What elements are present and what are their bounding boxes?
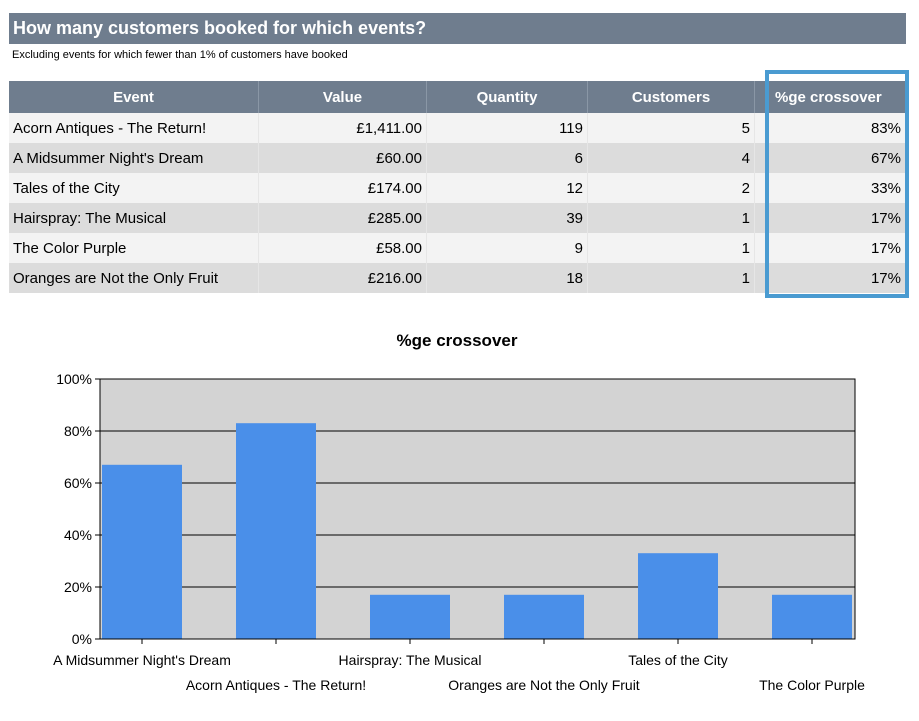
table-row: Tales of the City £174.00 12 2 33%	[9, 173, 906, 203]
x-tick-label: The Color Purple	[759, 677, 865, 693]
y-tick-label: 0%	[72, 631, 92, 647]
x-tick-label: Acorn Antiques - The Return!	[186, 677, 366, 693]
cell-crossover: 17%	[754, 263, 906, 293]
crossover-highlight	[765, 70, 909, 298]
crossover-chart: %ge crossover 0% 20% 40% 60% 80% 100% A Midsum…	[53, 331, 865, 693]
cell-quantity: 9	[426, 233, 588, 263]
table-row: A Midsummer Night's Dream £60.00 6 4 67%	[9, 143, 906, 173]
y-tick-label: 100%	[56, 371, 92, 387]
cell-customers: 2	[587, 173, 755, 203]
table-row: Hairspray: The Musical £285.00 39 1 17%	[9, 203, 906, 233]
x-tick-label: Hairspray: The Musical	[339, 652, 482, 668]
cell-event: Acorn Antiques - The Return!	[9, 113, 259, 143]
cell-customers: 1	[587, 263, 755, 293]
y-tick-label: 20%	[64, 579, 92, 595]
cell-value: £174.00	[258, 173, 427, 203]
bar[interactable]	[370, 594, 450, 639]
cell-value: £58.00	[258, 233, 427, 263]
cell-event: Oranges are Not the Only Fruit	[9, 263, 259, 293]
y-tick-label: 40%	[64, 527, 92, 543]
cell-value: £285.00	[258, 203, 427, 233]
x-tick-label: Oranges are Not the Only Fruit	[448, 677, 640, 693]
x-tick-label: A Midsummer Night's Dream	[53, 652, 231, 668]
cell-event: The Color Purple	[9, 233, 259, 263]
table-row: The Color Purple £58.00 9 1 17%	[9, 233, 906, 263]
cell-event: Tales of the City	[9, 173, 259, 203]
cell-crossover: 67%	[754, 143, 906, 173]
bar[interactable]	[102, 464, 182, 639]
cell-quantity: 39	[426, 203, 588, 233]
cell-customers: 1	[587, 203, 755, 233]
chart-title: %ge crossover	[397, 331, 518, 350]
col-value[interactable]: Value	[258, 81, 427, 113]
page-title: How many customers booked for which even…	[9, 13, 906, 44]
table-row: Acorn Antiques - The Return! £1,411.00 119…	[9, 113, 906, 143]
col-crossover[interactable]: %ge crossover	[754, 81, 906, 113]
cell-value: £60.00	[258, 143, 427, 173]
bar[interactable]	[638, 553, 718, 639]
cell-event: Hairspray: The Musical	[9, 203, 259, 233]
col-quantity[interactable]: Quantity	[426, 81, 588, 113]
cell-crossover: 33%	[754, 173, 906, 203]
events-table: Event Value Quantity Customers %ge cross…	[9, 81, 906, 293]
cell-crossover: 17%	[754, 233, 906, 263]
cell-crossover: 17%	[754, 203, 906, 233]
cell-customers: 5	[587, 113, 755, 143]
cell-value: £216.00	[258, 263, 427, 293]
bar[interactable]	[236, 423, 316, 639]
bar[interactable]	[504, 594, 584, 639]
cell-crossover: 83%	[754, 113, 906, 143]
cell-event: A Midsummer Night's Dream	[9, 143, 259, 173]
plot-area	[99, 378, 856, 640]
table-row: Oranges are Not the Only Fruit £216.00 18 1…	[9, 263, 906, 293]
cell-quantity: 119	[426, 113, 588, 143]
col-event[interactable]: Event	[9, 81, 259, 113]
x-tick-label: Tales of the City	[628, 652, 728, 668]
table-header: Event Value Quantity Customers %ge cross…	[9, 81, 906, 113]
cell-quantity: 6	[426, 143, 588, 173]
page-subtitle: Excluding events for which fewer than 1%…	[12, 49, 348, 61]
cell-customers: 1	[587, 233, 755, 263]
bar[interactable]	[772, 594, 852, 639]
cell-value: £1,411.00	[258, 113, 427, 143]
cell-customers: 4	[587, 143, 755, 173]
cell-quantity: 12	[426, 173, 588, 203]
y-tick-label: 60%	[64, 475, 92, 491]
col-customers[interactable]: Customers	[587, 81, 755, 113]
cell-quantity: 18	[426, 263, 588, 293]
y-tick-label: 80%	[64, 423, 92, 439]
